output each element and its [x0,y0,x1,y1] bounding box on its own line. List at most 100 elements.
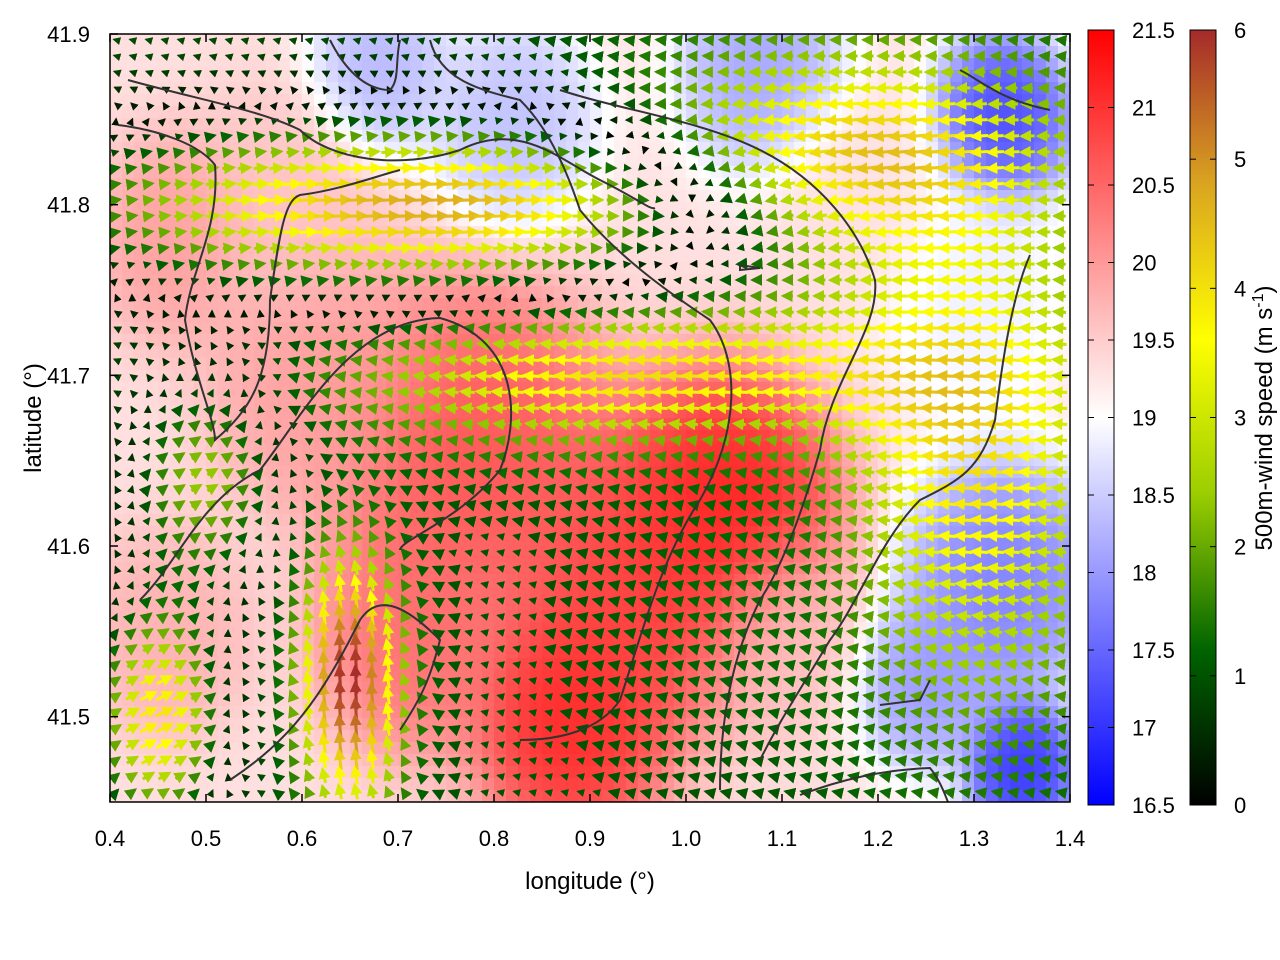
wind-vector [714,402,732,415]
wind-vector [523,418,539,431]
wind-vector [985,209,1004,222]
wind-vector [235,275,249,288]
wind-vector [203,708,217,721]
wind-vector [985,290,1004,303]
wind-vector [142,293,151,303]
wind-vector [158,178,172,191]
wind-vector [952,338,974,351]
wind-vector [366,436,380,448]
wind-vector [306,309,315,319]
wind-vector [761,129,780,142]
wind-vector [750,483,764,496]
wind-vector [474,178,496,190]
wind-vector [331,162,351,175]
wind-vector [114,533,123,543]
wind-vector [732,161,746,174]
wind-vector [431,613,446,625]
wind-vector [140,675,158,687]
x-tick-label: 1.2 [863,826,894,851]
wind-vector [250,468,264,482]
wind-vector [841,97,861,110]
wind-vector [859,450,875,463]
wind-vector [702,467,716,480]
wind-vector [142,533,151,542]
wind-vector [125,691,141,703]
wind-vector [734,531,749,544]
wind-vector [446,451,460,463]
wind-vector [462,258,476,271]
wind-vector [366,574,379,592]
wind-vector [431,789,446,801]
wind-vector [745,386,765,399]
wind-vector [1005,722,1019,735]
wind-vector [173,118,183,127]
wind-vector [129,342,139,350]
wind-vector [798,643,812,656]
wind-vector [1019,626,1034,639]
wind-vector [413,435,427,447]
wind-vector [125,134,135,142]
wind-vector [794,193,812,206]
wind-vector [141,643,155,656]
wind-vector [242,741,251,751]
wind-vector [936,193,958,206]
wind-vector [751,739,765,752]
wind-vector [954,97,972,110]
wind-vector [607,659,621,672]
wind-vector [623,723,637,736]
wind-vector [112,358,122,366]
wind-vector [415,468,429,480]
wind-vector [783,755,797,768]
wind-vector [750,224,764,237]
wind-vector [1051,322,1067,335]
wind-vector [349,370,362,383]
wind-vector [253,101,262,111]
wind-vector [792,113,813,126]
wind-vector [317,294,327,302]
wind-vector [751,707,765,720]
wind-vector [380,354,394,367]
wind-vector [528,581,537,589]
wind-vector [750,627,765,640]
wind-vector [713,386,733,399]
wind-vector [336,468,350,482]
wind-vector [1018,274,1035,287]
wind-vector [283,178,303,191]
temperature-colorbar-tick-label: 16.5 [1132,793,1175,818]
wind-vector [687,723,701,736]
wind-vector [543,307,556,320]
wind-vector [129,374,139,383]
wind-vector [893,690,907,703]
wind-vector [814,547,828,559]
wind-vector [970,610,987,623]
wind-vector [734,192,748,205]
wind-vector [767,723,781,736]
wind-vector [591,547,605,560]
wind-vector [272,390,282,398]
wind-vector [302,355,316,368]
wind-vector [780,434,794,447]
wind-vector [527,35,541,48]
wind-vector [427,162,447,175]
wind-vector [937,113,957,126]
wind-vector [524,434,538,447]
wind-colorbar-tick-label: 0 [1234,793,1246,818]
wind-vector [1054,739,1068,751]
wind-vector [607,563,621,576]
wind-vector [320,530,332,544]
wind-vector [368,529,380,544]
wind-vector [254,242,269,255]
wind-vector [888,209,910,222]
wind-vector [623,611,637,624]
wind-vector [155,690,174,702]
wind-vector [588,258,602,271]
wind-vector [459,402,475,415]
wind-vector [812,450,826,463]
wind-vector [814,611,828,624]
wind-vector [110,613,118,622]
wind-vector [110,163,122,176]
wind-vector [273,326,283,334]
wind-vector [178,357,186,367]
wind-vector [492,275,506,288]
wind-vector [171,548,185,561]
